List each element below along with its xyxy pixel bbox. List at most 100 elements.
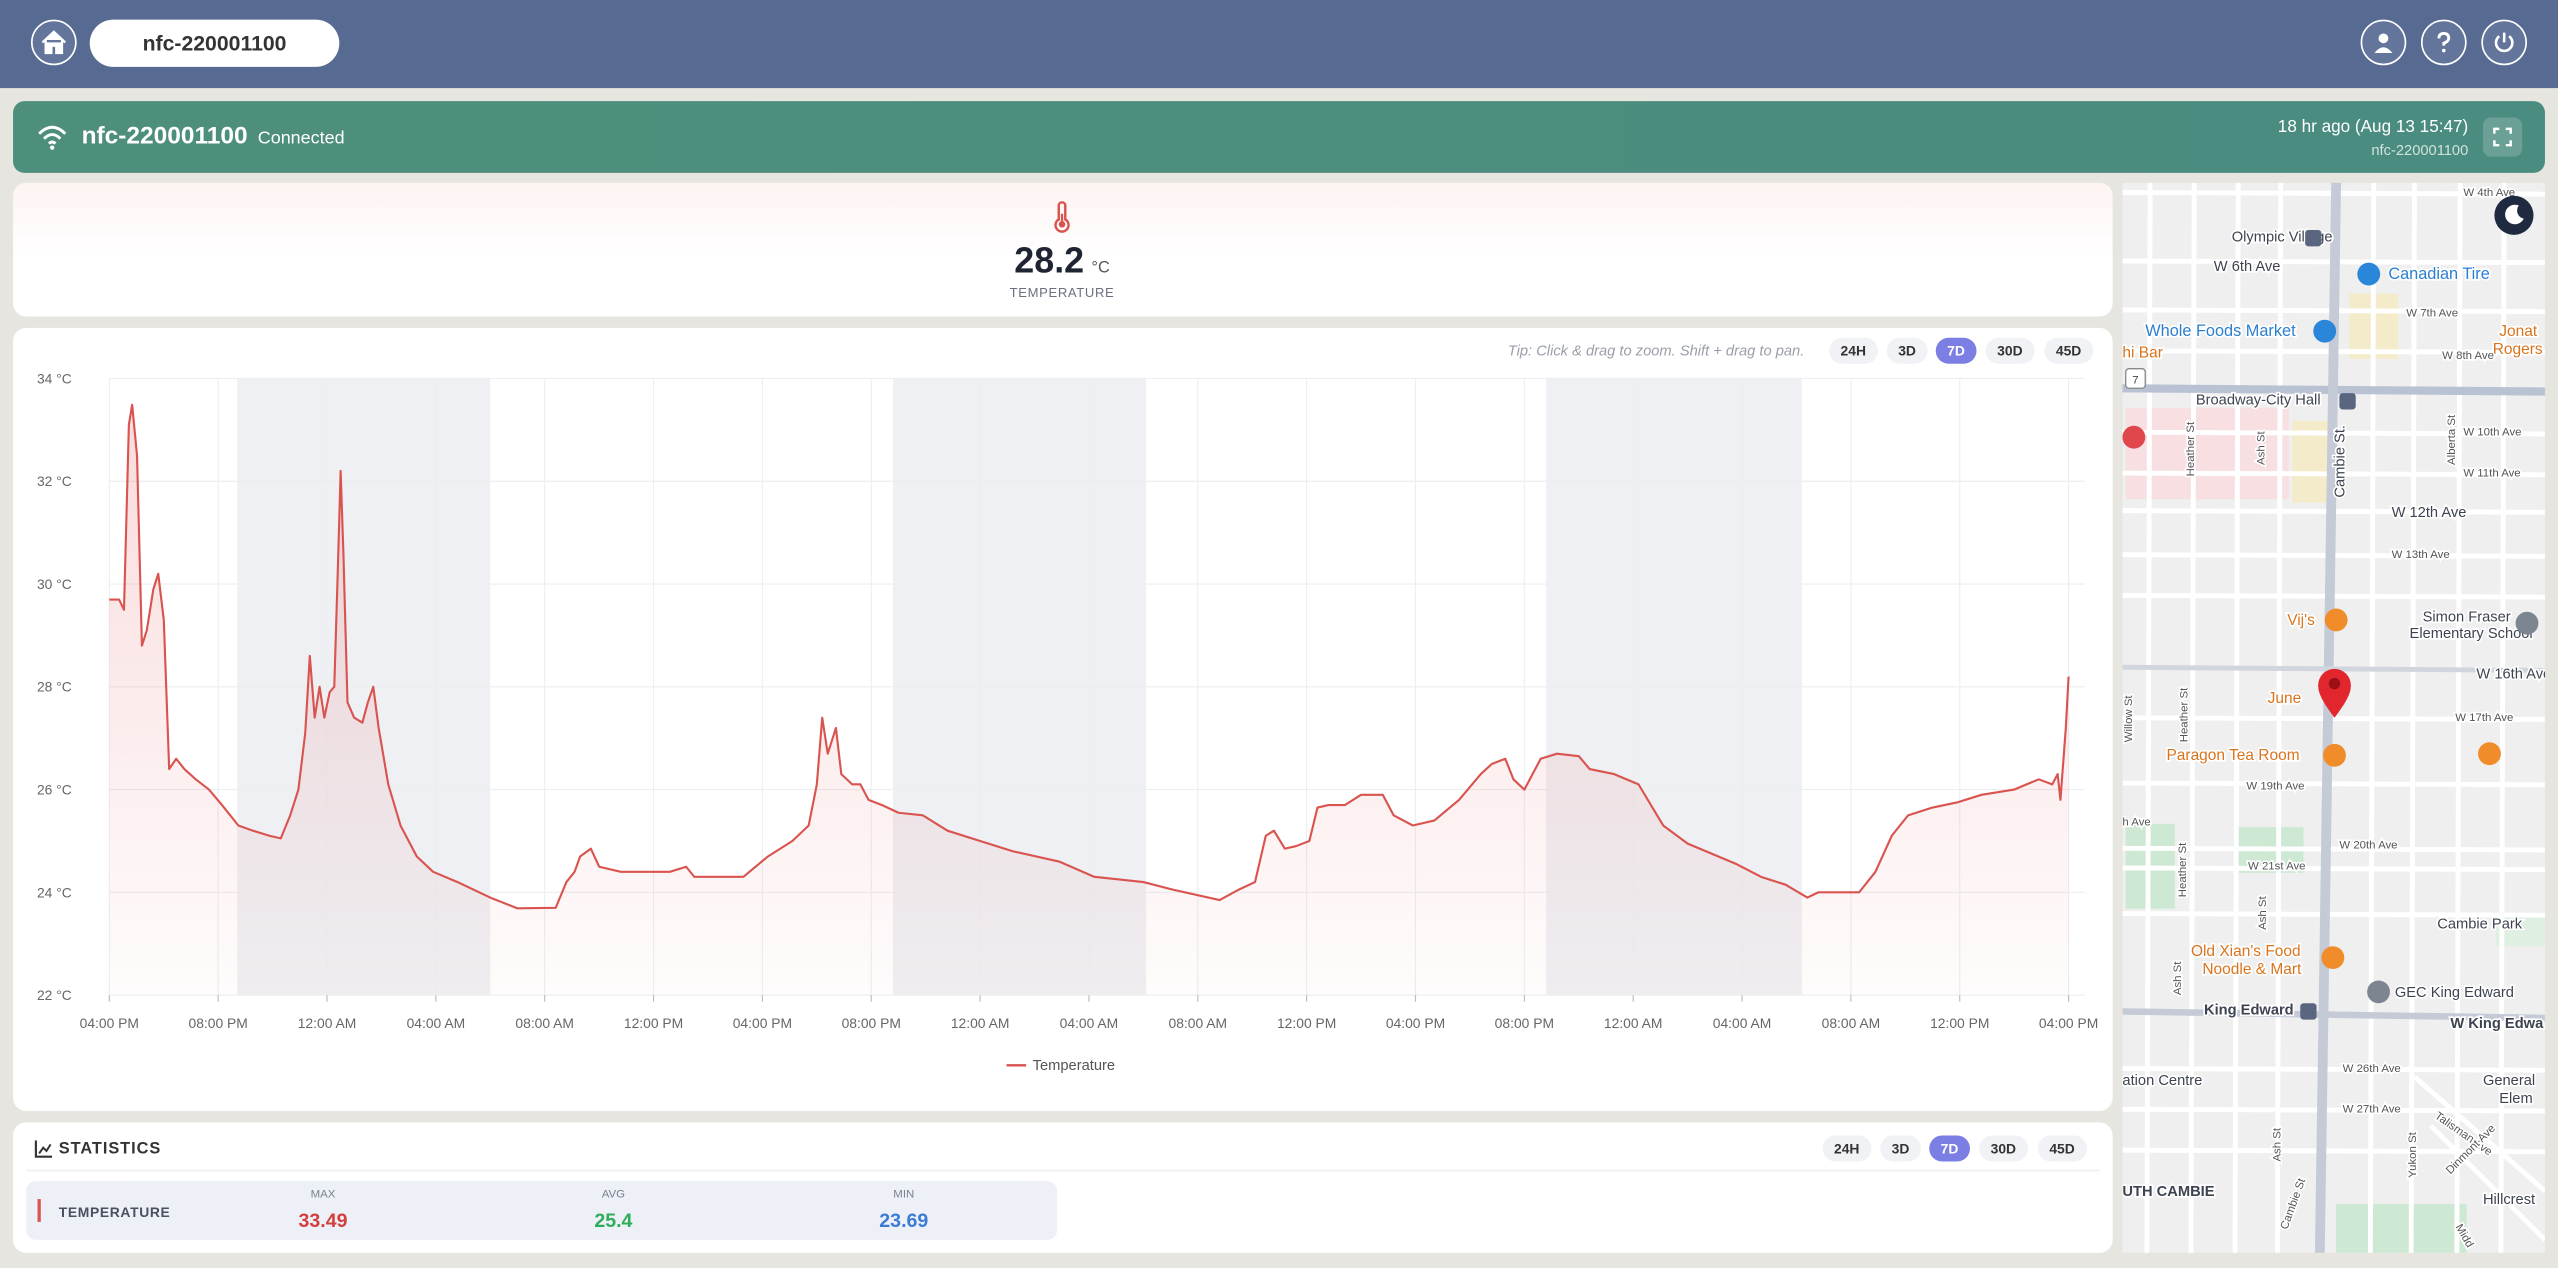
map-label: Willow St xyxy=(2123,695,2135,743)
map-label: Cambie St. xyxy=(2332,425,2348,498)
location-pin[interactable] xyxy=(2318,668,2351,718)
x-tick-label: 04:00 AM xyxy=(1060,1015,1119,1031)
chart-tip: Tip: Click & drag to zoom. Shift + drag … xyxy=(1507,342,1805,359)
range-button[interactable]: 30D xyxy=(1979,1135,2028,1162)
x-tick-label: 04:00 PM xyxy=(733,1015,792,1031)
device-select[interactable]: nfc-220001100 xyxy=(89,19,340,67)
help-icon xyxy=(2437,31,2451,53)
street xyxy=(2122,1066,2545,1073)
home-icon xyxy=(41,30,67,55)
poi-icon[interactable] xyxy=(2478,742,2501,766)
x-tick-label: 04:00 PM xyxy=(1386,1015,1445,1031)
map-label: hi Bar xyxy=(2122,344,2162,361)
map-label: Broadway-City Hall xyxy=(2196,393,2321,409)
transit-icon[interactable] xyxy=(2300,1003,2317,1020)
map-label: W 27th Ave xyxy=(2343,1104,2401,1116)
range-button[interactable]: 3D xyxy=(1886,337,1928,364)
fullscreen-button[interactable] xyxy=(2482,117,2523,157)
range-button[interactable]: 3D xyxy=(1880,1135,1921,1162)
range-button[interactable]: 7D xyxy=(1929,1135,1970,1162)
poi-icon[interactable] xyxy=(2357,262,2381,286)
street xyxy=(2412,1074,2545,1193)
metric-label: MIN xyxy=(893,1189,915,1201)
map-label: W 4th Ave xyxy=(2463,187,2515,199)
poi-icon[interactable] xyxy=(2324,608,2348,632)
map-label: W 26th Ave xyxy=(2343,1063,2401,1075)
map-label: Jonat xyxy=(2499,323,2538,340)
map-label: Old Xian's Food xyxy=(2191,943,2301,960)
x-tick-label: 04:00 PM xyxy=(80,1015,139,1031)
map-label: Rogers xyxy=(2493,341,2543,358)
current-value: 28.2 xyxy=(1014,239,1085,281)
fullscreen-icon xyxy=(2493,127,2512,147)
power-button[interactable] xyxy=(2481,19,2528,66)
map-label: W 16th Ave xyxy=(2476,667,2545,683)
transit-icon[interactable] xyxy=(2305,230,2322,247)
map-label: Ash St xyxy=(2255,431,2267,465)
map-streets xyxy=(2122,182,2545,1253)
x-tick-label: 08:00 AM xyxy=(515,1015,574,1031)
x-tick-label: 04:00 PM xyxy=(2039,1015,2098,1031)
metric-label: AVG xyxy=(601,1189,626,1201)
current-reading: 28.2 °C xyxy=(914,240,1211,282)
street xyxy=(2122,911,2545,918)
x-tick-label: 08:00 AM xyxy=(1822,1015,1881,1031)
16th-avenue xyxy=(2122,664,2545,673)
range-button[interactable]: 30D xyxy=(1985,337,2034,364)
x-tick-label: 12:00 PM xyxy=(624,1015,683,1031)
range-button[interactable]: 45D xyxy=(2044,337,2093,364)
last-seen: 18 hr ago (Aug 13 15:47) xyxy=(2277,117,2469,138)
device-name: nfc-220001100 xyxy=(81,122,248,151)
range-button[interactable]: 24H xyxy=(1822,1135,1871,1162)
user-button[interactable] xyxy=(2360,19,2407,66)
stats-icon xyxy=(34,1140,53,1158)
stats-row-label: TEMPERATURE xyxy=(58,1203,171,1221)
x-tick-label: 08:00 PM xyxy=(842,1015,901,1031)
street xyxy=(2454,182,2463,1253)
y-tick-label: 26 °C xyxy=(37,781,72,797)
map-label: Ash St xyxy=(2272,1127,2284,1161)
poi-icon[interactable] xyxy=(2122,425,2146,449)
user-icon xyxy=(2374,33,2393,54)
map-label: Yukon St xyxy=(2407,1131,2419,1177)
range-button[interactable]: 45D xyxy=(2037,1135,2087,1162)
home-button[interactable] xyxy=(30,19,77,66)
help-button[interactable] xyxy=(2420,19,2467,66)
thermometer-icon xyxy=(1054,201,1070,233)
status-bar xyxy=(13,101,2545,173)
stats-row xyxy=(26,1181,1058,1240)
poi-icon[interactable] xyxy=(2321,946,2345,970)
device-id: nfc-220001100 xyxy=(2371,141,2469,159)
street xyxy=(2122,780,2545,788)
street xyxy=(2498,182,2507,1253)
line xyxy=(109,403,2070,910)
street xyxy=(2188,182,2197,1253)
map-label: UTH CAMBIE xyxy=(2122,1184,2214,1200)
poi-icon[interactable] xyxy=(2367,980,2390,1004)
map-label: Noodle & Mart xyxy=(2202,961,2302,978)
poi-icon[interactable] xyxy=(2323,743,2346,767)
x-tick-label: 04:00 AM xyxy=(407,1015,466,1031)
street xyxy=(2232,182,2241,1253)
street xyxy=(2429,1123,2545,1242)
poi-icon[interactable] xyxy=(2515,611,2539,635)
map-area xyxy=(2125,407,2289,500)
metric-label: MAX xyxy=(310,1189,336,1201)
poi-icon[interactable] xyxy=(2313,319,2337,343)
stats-divider xyxy=(26,1169,2100,1172)
map-label: W King Edwa xyxy=(2450,1016,2544,1032)
location-pin-dot xyxy=(2328,677,2341,690)
map-label: Cambie Park xyxy=(2437,916,2522,932)
transit-icon[interactable] xyxy=(2339,393,2356,410)
map-label: June xyxy=(2268,690,2302,707)
x-tick-label: 12:00 PM xyxy=(1277,1015,1336,1031)
map-label: Paragon Tea Room xyxy=(2166,747,2299,764)
street xyxy=(2144,182,2153,1253)
king-edward-street xyxy=(2122,1008,2545,1022)
range-button[interactable]: 24H xyxy=(1829,337,1878,364)
range-button[interactable]: 7D xyxy=(1935,337,1977,364)
x-tick-label: 12:00 AM xyxy=(298,1015,357,1031)
